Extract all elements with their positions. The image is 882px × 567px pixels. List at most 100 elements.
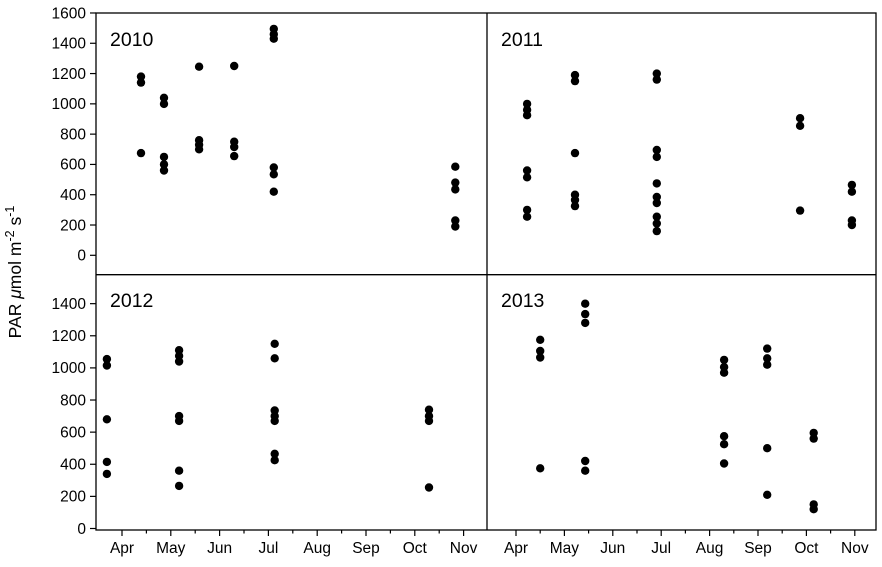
data-point: [269, 187, 278, 196]
data-point: [102, 415, 112, 424]
data-point: [809, 505, 818, 514]
data-point: [763, 444, 772, 453]
panel-year-label: 2010: [110, 29, 154, 51]
data-point: [652, 145, 661, 155]
data-point: [847, 187, 857, 196]
data-point: [270, 416, 279, 426]
data-point: [159, 160, 169, 169]
data-point: [451, 216, 460, 225]
data-point: [795, 121, 805, 130]
y-tick-label: 1600: [52, 5, 87, 22]
y-tick-label: 1400: [52, 296, 87, 313]
y-tick-label: 400: [60, 457, 86, 474]
x-tick-label: May: [550, 540, 580, 557]
data-point: [536, 353, 545, 362]
data-points-2011: [522, 69, 857, 236]
data-point: [719, 368, 729, 377]
data-point: [763, 490, 772, 499]
y-tick-label: 800: [60, 392, 86, 409]
data-point: [451, 178, 460, 187]
x-tick-label: Jul: [651, 540, 671, 557]
x-tick-label: Sep: [744, 540, 772, 557]
data-point: [763, 354, 772, 363]
data-point: [136, 78, 146, 87]
y-axis-tick-labels: 0 200 400 600 800 1000 1200 1400 1600 0 200 400 600 8…: [52, 5, 87, 538]
data-point: [159, 166, 169, 175]
data-point: [570, 148, 580, 158]
data-point: [424, 416, 434, 426]
x-tick-label: Apr: [504, 540, 528, 557]
data-point: [719, 440, 729, 449]
y-tick-label: 600: [60, 424, 86, 441]
data-point: [424, 483, 434, 492]
data-point: [159, 99, 169, 109]
data-point: [536, 335, 545, 344]
data-point: [570, 70, 580, 80]
data-point: [719, 355, 729, 365]
data-point: [270, 456, 279, 465]
data-point: [174, 481, 184, 491]
y-tick-label: 1000: [52, 96, 87, 113]
x-tick-label: Apr: [110, 540, 134, 557]
y-tick-label: 1400: [52, 36, 87, 53]
outer-border: [95, 12, 877, 531]
panel-year-label: 2011: [501, 29, 543, 51]
data-point: [522, 99, 532, 109]
data-point: [522, 173, 532, 182]
data-point: [581, 466, 590, 475]
data-point: [847, 220, 857, 230]
y-axis-title: PAR μmol m-2 s-1: [3, 206, 25, 339]
data-point: [536, 464, 545, 473]
data-point: [652, 75, 661, 84]
data-point: [136, 148, 146, 158]
data-point: [809, 434, 818, 443]
panel-year-label: 2013: [501, 290, 544, 312]
data-point: [719, 459, 729, 468]
data-point: [652, 198, 661, 208]
x-tick-label: Jul: [258, 540, 278, 557]
data-point: [270, 339, 279, 348]
x-tick-label: Aug: [303, 540, 331, 557]
y-tick-label: 200: [60, 217, 86, 234]
data-point: [581, 318, 590, 328]
data-point: [652, 192, 661, 202]
data-point: [136, 72, 146, 81]
data-point: [522, 205, 532, 215]
data-point: [194, 145, 204, 154]
x-tick-label: Jun: [600, 540, 625, 557]
y-tick-label: 600: [60, 157, 86, 174]
panel-year-label: 2012: [110, 290, 153, 312]
x-tick-label: Nov: [450, 540, 478, 557]
data-point: [570, 201, 580, 211]
data-point: [652, 212, 661, 221]
y-tick-label: 0: [77, 248, 86, 265]
data-point: [270, 354, 279, 363]
data-point: [522, 111, 532, 120]
data-point: [159, 93, 169, 103]
x-tick-label: Oct: [403, 540, 428, 557]
x-tick-label: Sep: [352, 540, 380, 557]
data-point: [230, 61, 239, 71]
data-point: [269, 170, 278, 179]
y-tick-label: 1200: [52, 328, 87, 345]
y-tick-label: 1200: [52, 66, 87, 83]
data-point: [795, 114, 805, 123]
data-point: [102, 457, 112, 467]
data-point: [269, 34, 278, 43]
y-tick-label: 1000: [52, 360, 87, 377]
data-point: [451, 162, 460, 171]
data-point: [763, 344, 772, 353]
data-point: [102, 354, 112, 364]
data-point: [652, 152, 661, 162]
data-point: [269, 163, 278, 172]
data-point: [570, 76, 580, 86]
data-point: [536, 346, 545, 356]
data-points-2012: [102, 339, 434, 492]
data-point: [795, 206, 805, 215]
data-point: [581, 299, 590, 308]
data-point: [174, 357, 184, 366]
data-point: [451, 222, 460, 231]
data-point: [522, 212, 532, 221]
